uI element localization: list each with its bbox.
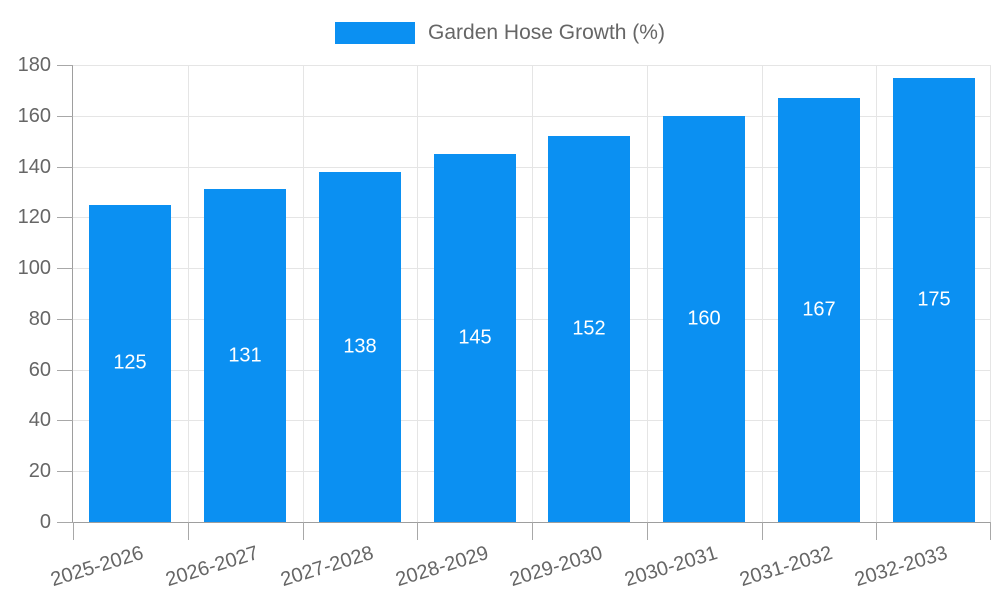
bar-2032-2033[interactable]	[893, 78, 975, 522]
y-axis-tick-label: 20	[28, 460, 51, 482]
bar-2025-2026[interactable]	[89, 205, 171, 522]
legend-swatch-icon	[335, 22, 416, 44]
bar-value-label: 160	[687, 307, 721, 330]
bar-2028-2029[interactable]	[434, 154, 516, 522]
gridline-vertical	[188, 65, 189, 522]
y-axis-tick-label: 140	[17, 156, 51, 178]
y-axis-tick-label: 100	[17, 257, 51, 279]
x-axis-tick	[762, 522, 763, 540]
bar-value-label: 145	[458, 326, 492, 349]
bar-2027-2028[interactable]	[319, 172, 401, 522]
y-axis-tick	[57, 217, 73, 218]
x-axis-tick	[647, 522, 648, 540]
x-axis-tick	[188, 522, 189, 540]
y-axis-tick	[57, 319, 73, 320]
y-axis-tick-label: 120	[17, 206, 51, 228]
x-axis-tick	[417, 522, 418, 540]
bar-value-label: 125	[113, 351, 147, 374]
y-axis-tick-label: 0	[39, 511, 51, 533]
bar-2031-2032[interactable]	[778, 98, 860, 522]
y-axis-tick-label: 160	[17, 105, 51, 127]
x-axis-tick	[990, 522, 991, 540]
y-axis-tick	[57, 65, 73, 66]
bar-2029-2030[interactable]	[548, 136, 630, 522]
bar-value-label: 131	[228, 344, 262, 367]
y-axis-tick	[57, 268, 73, 269]
x-axis-tick-label: 2026-2027	[163, 542, 262, 592]
bar-2026-2027[interactable]	[204, 189, 286, 522]
x-axis-tick	[532, 522, 533, 540]
gridline-vertical	[876, 65, 877, 522]
x-axis-tick-label: 2028-2029	[393, 542, 492, 592]
plot-area: 0 20 40 60 80 100 120 140 160 180 125 2025-2026 131 2…	[18, 55, 991, 591]
y-axis-tick	[57, 471, 73, 472]
y-axis-tick	[57, 116, 73, 117]
y-axis-tick-label: 80	[28, 308, 51, 330]
y-axis-tick	[57, 370, 73, 371]
y-axis-tick-label: 60	[28, 359, 51, 381]
bar-2030-2031[interactable]	[663, 116, 745, 522]
x-axis-tick	[303, 522, 304, 540]
bar-value-label: 167	[802, 298, 836, 321]
y-axis-tick	[57, 522, 73, 523]
y-axis-tick	[57, 420, 73, 421]
x-axis-tick-label: 2029-2030	[507, 542, 606, 592]
bar-value-label: 175	[917, 288, 951, 311]
x-axis-tick-label: 2032-2033	[852, 542, 951, 592]
x-axis-tick-label: 2031-2032	[737, 542, 836, 592]
legend[interactable]: Garden Hose Growth (%)	[0, 20, 1000, 46]
x-axis-tick-label: 2030-2031	[622, 542, 721, 592]
gridline-vertical	[647, 65, 648, 522]
gridline-vertical	[762, 65, 763, 522]
x-axis-tick-label: 2025-2026	[48, 542, 147, 592]
y-axis-tick-label: 180	[17, 54, 51, 76]
x-axis-tick-label: 2027-2028	[278, 542, 377, 592]
gridline-vertical	[303, 65, 304, 522]
gridline-vertical	[532, 65, 533, 522]
gridline-vertical	[417, 65, 418, 522]
bar-value-label: 152	[572, 317, 606, 340]
bar-value-label: 138	[343, 335, 377, 358]
y-axis-tick	[57, 167, 73, 168]
y-axis-tick-label: 40	[28, 409, 51, 431]
x-axis-tick	[876, 522, 877, 540]
x-axis-tick	[73, 522, 74, 540]
legend-label: Garden Hose Growth (%)	[428, 21, 665, 44]
gridline-vertical	[990, 65, 991, 522]
